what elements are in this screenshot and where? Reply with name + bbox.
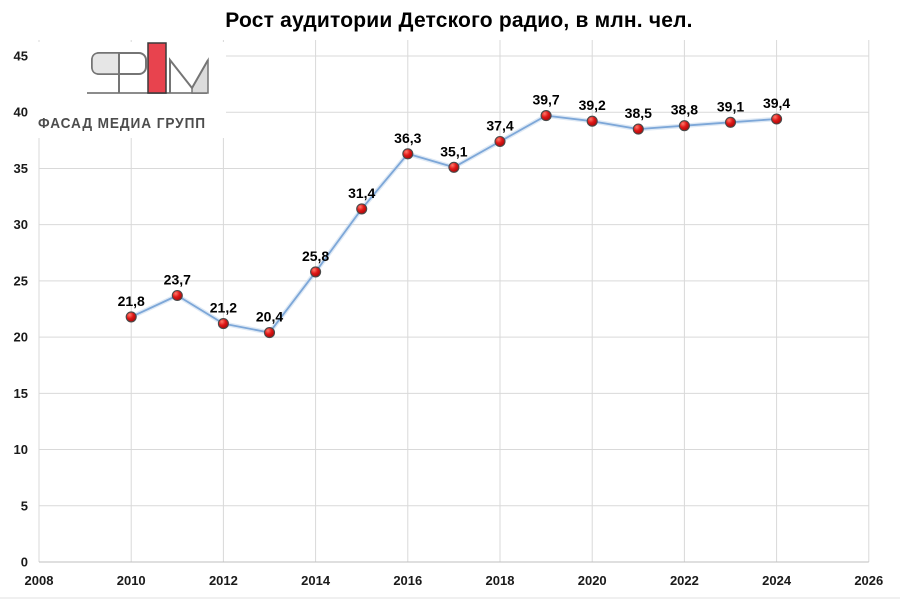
data-point-label: 39,7 <box>532 92 559 108</box>
y-tick-label: 15 <box>14 386 28 401</box>
x-tick-label: 2022 <box>670 573 699 588</box>
logo-fasad-media-group: ФАСАД МЕДИА ГРУПП <box>36 42 226 138</box>
data-point-marker <box>171 289 183 302</box>
chart-title: Рост аудитории Детского радио, в млн. че… <box>225 9 693 32</box>
data-point-marker <box>494 135 506 148</box>
data-point-label: 38,8 <box>671 102 698 118</box>
data-point-marker <box>356 203 368 215</box>
data-point-marker <box>771 113 783 125</box>
y-tick-label: 10 <box>14 442 28 457</box>
logo-m-stroke <box>169 57 209 93</box>
data-point-label: 36,3 <box>394 130 421 146</box>
series-layer: 21,8 23,7 21,2 20,4 25,8 31,4 36,3 35,1 37,4 39,7… <box>118 92 790 339</box>
y-tick-label: 25 <box>14 273 28 288</box>
x-tick-label: 2024 <box>762 573 792 588</box>
data-point-marker <box>724 116 737 128</box>
data-point-label: 39,2 <box>579 97 606 113</box>
y-tick-label: 5 <box>21 498 28 513</box>
data-point-label: 20,4 <box>256 309 283 325</box>
data-point-marker <box>632 123 644 135</box>
data-point-marker <box>310 266 322 278</box>
data-point-marker <box>540 110 552 122</box>
y-tick-label: 45 <box>14 49 28 64</box>
x-tick-label: 2016 <box>393 573 422 588</box>
x-tick-label: 2020 <box>578 573 607 588</box>
data-point-label: 37,4 <box>486 118 513 134</box>
x-tick-label: 2008 <box>25 573 54 588</box>
data-point-marker <box>217 318 229 330</box>
logo-text: ФАСАД МЕДИА ГРУПП <box>38 115 206 132</box>
data-point-marker <box>678 120 690 132</box>
x-tick-label: 2012 <box>209 573 238 588</box>
y-tick-label: 20 <box>14 330 28 345</box>
logo-f-bowl-left <box>91 52 120 75</box>
data-point-label: 23,7 <box>164 272 191 288</box>
data-point-label: 39,4 <box>763 95 790 111</box>
x-tick-label: 2026 <box>854 573 883 588</box>
y-tick-label: 40 <box>14 105 28 120</box>
data-point-label: 25,8 <box>302 248 329 264</box>
y-tick-label: 35 <box>14 161 28 176</box>
data-point-label: 38,5 <box>625 105 652 121</box>
data-point-marker <box>125 311 137 323</box>
data-point-label: 35,1 <box>440 143 467 159</box>
logo-mark <box>87 42 209 94</box>
data-point-marker <box>402 148 414 160</box>
x-tick-label: 2014 <box>301 573 331 588</box>
logo-red-bar <box>147 42 167 94</box>
data-point-label: 21,2 <box>210 300 237 316</box>
x-tick-label: 2010 <box>117 573 146 588</box>
data-point-label: 39,1 <box>717 98 744 114</box>
y-tick-label: 0 <box>21 555 28 570</box>
data-point-marker <box>586 115 598 127</box>
data-point-label: 31,4 <box>348 185 375 201</box>
data-point-marker <box>263 327 276 339</box>
data-point-label: 21,8 <box>118 293 145 309</box>
grid-layer: 2008 2010 2012 2014 2016 2018 2020 2022 2024 2026… <box>14 40 883 588</box>
x-tick-label: 2018 <box>486 573 515 588</box>
data-point-marker <box>448 161 460 173</box>
y-tick-label: 30 <box>14 217 28 232</box>
